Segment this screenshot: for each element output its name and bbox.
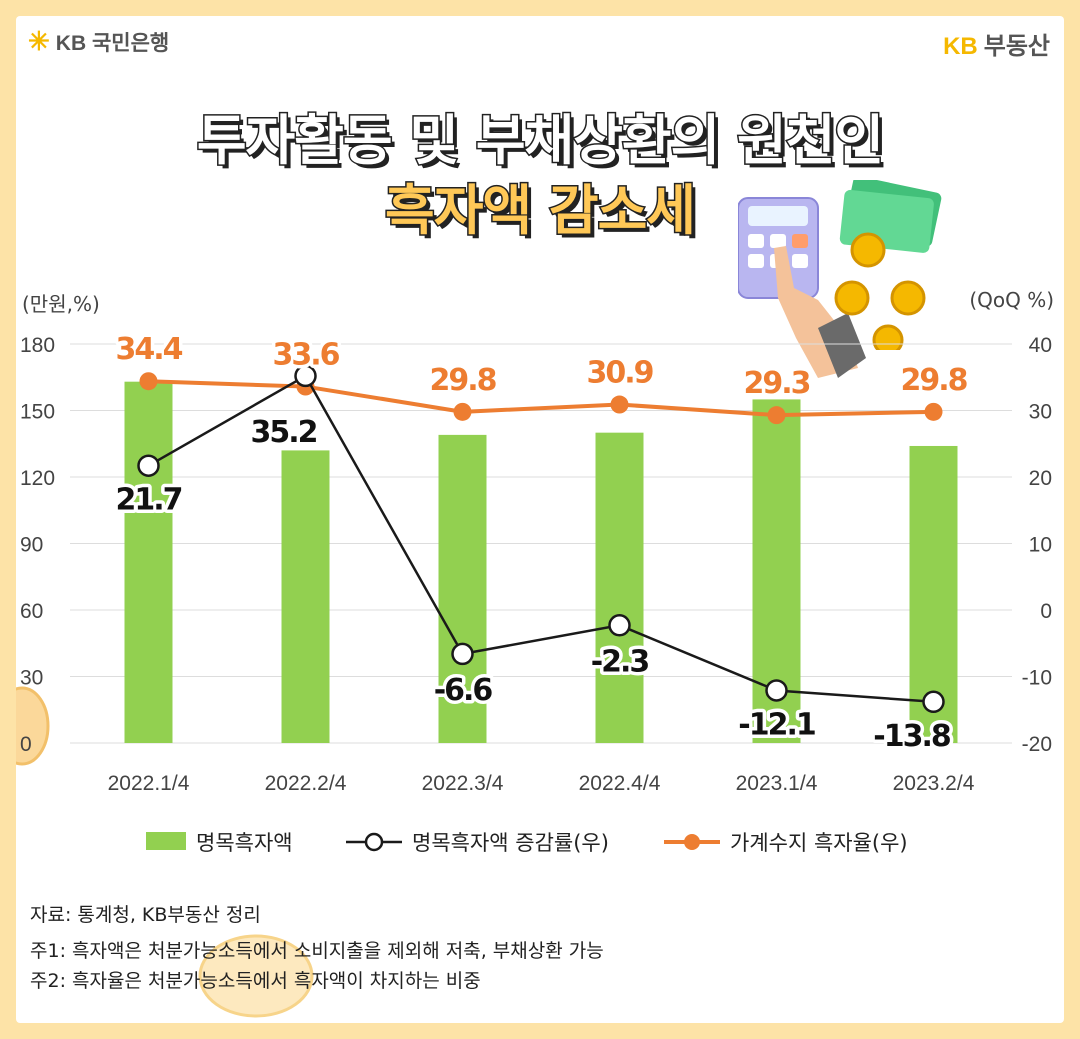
y-left-tick-label: 120 xyxy=(20,467,55,490)
kb-realestate-name: 부동산 xyxy=(983,33,1050,60)
kb-star-icon: ✳ xyxy=(28,26,50,56)
infographic-card: ✳ KB 국민은행 KB 부동산 투자활동 및 부채상환의 원천인 흑자액 감소세… xyxy=(16,16,1064,1023)
bar xyxy=(595,432,644,743)
black-point xyxy=(922,690,945,714)
kb-bank-name: KB 국민은행 xyxy=(55,31,170,55)
y-right-tick-label: 0 xyxy=(1040,600,1052,623)
black-point xyxy=(765,679,788,702)
black-data-label: 35.2 xyxy=(250,415,316,450)
black-series-line xyxy=(147,374,934,704)
x-tick-label: 2022.4/4 xyxy=(579,772,661,795)
y-left-tick-label: 30 xyxy=(20,667,43,690)
legend-bar-label: 명목흑자액 xyxy=(196,831,293,855)
orange-point xyxy=(453,402,472,421)
money-icon xyxy=(834,180,942,350)
legend-bar-swatch xyxy=(146,832,186,850)
legend-black-label: 명목흑자액 증감률(우) xyxy=(412,831,609,855)
legend-orange-label: 가계수지 흑자율(우) xyxy=(730,831,908,855)
legend-black-swatch-marker xyxy=(364,832,384,852)
black-point xyxy=(608,614,631,637)
orange-data-label: 29.8 xyxy=(900,363,967,398)
y-left-tick-label: 150 xyxy=(20,401,55,424)
page-title-line2: 흑자액 감소세 xyxy=(384,178,698,244)
combo-chart: 0 30 60 90 120 150 180 -20 -10 0 10 20 30 40 2022.1/4 2… xyxy=(20,329,1052,855)
y-left-tick-label: 90 xyxy=(20,534,43,557)
orange-data-label: 29.8 xyxy=(429,363,496,398)
orange-data-label: 34.4 xyxy=(115,332,182,367)
kb-realestate-kb: KB xyxy=(943,33,978,60)
page-title-line1: 투자활동 및 부채상환의 원천인 xyxy=(195,108,885,174)
kb-bank-logo: ✳ KB 국민은행 xyxy=(28,26,169,57)
y-right-tick-label: 30 xyxy=(1029,401,1052,424)
coin-decoration-icon xyxy=(16,686,50,766)
kb-realestate-logo: KB 부동산 xyxy=(943,26,1050,61)
y-right-tick-label: -10 xyxy=(1022,667,1052,690)
y-left-tick-label: 180 xyxy=(20,334,55,357)
orange-data-label: 33.6 xyxy=(272,338,339,373)
x-tick-label: 2023.2/4 xyxy=(893,772,975,795)
y-right-tick-label: 40 xyxy=(1029,334,1052,357)
note-1: 주1: 흑자액은 처분가능소득에서 소비지출을 제외해 저축, 부채상환 가능 xyxy=(30,940,604,962)
bar xyxy=(281,450,330,743)
black-data-label: -6.6 xyxy=(434,673,493,708)
black-point xyxy=(294,364,317,388)
black-data-label: -12.1 xyxy=(738,707,815,742)
source-note: 자료: 통계청, KB부동산 정리 xyxy=(30,904,261,926)
x-tick-label: 2022.1/4 xyxy=(108,772,190,795)
black-point xyxy=(451,642,474,666)
notes-block: 자료: 통계청, KB부동산 정리 주1: 흑자액은 처분가능소득에서 소비지출… xyxy=(30,900,604,996)
orange-data-label: 29.3 xyxy=(743,366,809,401)
legend-orange-swatch-marker xyxy=(684,834,700,850)
coin-decoration-icon-2 xyxy=(198,934,314,1018)
bar xyxy=(124,381,173,743)
y-right-tick-label: 20 xyxy=(1029,467,1052,490)
black-data-label: -2.3 xyxy=(591,644,649,679)
orange-point xyxy=(924,402,943,421)
orange-point xyxy=(610,395,629,414)
right-axis-unit: (QoQ %) xyxy=(969,288,1054,312)
y-right-tick-label: 10 xyxy=(1029,534,1052,557)
black-data-label: -13.8 xyxy=(873,719,951,754)
calculator-icon xyxy=(738,197,866,378)
note-2: 주2: 흑자율은 처분가능소득에서 흑자액이 차지하는 비중 xyxy=(30,970,481,992)
orange-point xyxy=(767,406,786,425)
y-right-tick-label: -20 xyxy=(1022,733,1052,756)
x-tick-label: 2023.1/4 xyxy=(736,772,818,795)
black-point xyxy=(137,454,160,477)
x-tick-label: 2022.2/4 xyxy=(265,772,347,795)
orange-series-line xyxy=(148,379,934,418)
x-tick-label: 2022.3/4 xyxy=(422,772,504,795)
y-left-tick-label: 0 xyxy=(20,733,32,756)
black-data-label: 21.7 xyxy=(115,483,181,518)
orange-data-label: 30.9 xyxy=(586,356,652,391)
orange-point xyxy=(139,372,158,391)
bar xyxy=(438,434,487,743)
left-axis-unit: (만원,%) xyxy=(22,292,100,316)
y-left-tick-label: 60 xyxy=(20,600,43,623)
